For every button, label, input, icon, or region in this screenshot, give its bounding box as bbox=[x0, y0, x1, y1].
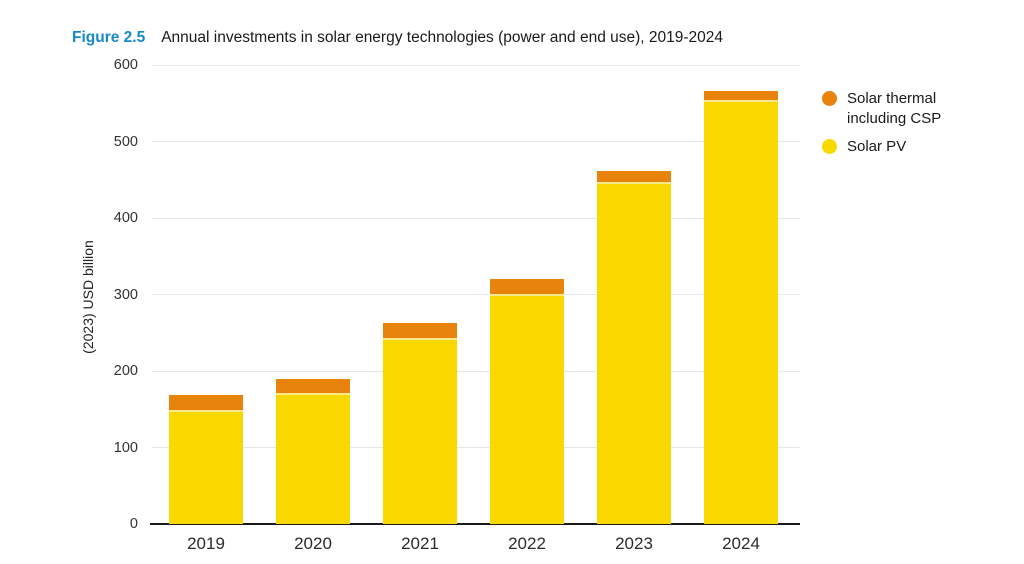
bar-2024-solar-pv bbox=[704, 101, 778, 524]
bar-2020-solar-thermal-including-csp bbox=[276, 379, 350, 396]
figure-title: Annual investments in solar energy techn… bbox=[161, 29, 724, 46]
gridline-400 bbox=[152, 217, 800, 219]
solar-pv-legend-dot-icon bbox=[822, 139, 837, 154]
figure-header: Figure 2.5 Annual investments in solar en… bbox=[72, 28, 972, 48]
legend-item-solar-pv: Solar PV bbox=[822, 137, 965, 157]
legend-label-solar-thermal: Solar thermal including CSP bbox=[847, 90, 942, 127]
y-tick-label-0: 0 bbox=[129, 516, 138, 532]
y-tick-label-400: 400 bbox=[113, 210, 138, 226]
x-tick-label-2020: 2020 bbox=[294, 534, 332, 553]
figure-number-label: Figure 2.5 bbox=[72, 29, 146, 46]
y-tick-label-600: 600 bbox=[113, 57, 138, 73]
gridline-600 bbox=[152, 64, 800, 66]
bar-2020-solar-pv bbox=[276, 395, 350, 524]
x-tick-label-2021: 2021 bbox=[401, 534, 439, 553]
y-tick-label-500: 500 bbox=[113, 133, 138, 150]
bar-2022-solar-pv bbox=[490, 296, 564, 524]
solar-thermal-legend-dot-icon bbox=[822, 91, 837, 106]
gridline-100 bbox=[152, 447, 800, 448]
x-tick-label-2023: 2023 bbox=[615, 534, 653, 553]
bar-2021-solar-pv bbox=[383, 339, 457, 524]
x-tick-label-2022: 2022 bbox=[508, 534, 546, 553]
gridline-500 bbox=[152, 141, 800, 142]
chart-legend: Solar thermal including CSP Solar PV bbox=[822, 89, 965, 166]
bar-2023-solar-thermal-including-csp bbox=[597, 171, 671, 185]
gridline-300 bbox=[152, 294, 800, 295]
y-tick-label-300: 300 bbox=[113, 286, 138, 303]
legend-item-solar-thermal: Solar thermal including CSP bbox=[822, 89, 965, 128]
gridline-200 bbox=[152, 370, 800, 372]
legend-label-solar-pv: Solar PV bbox=[847, 138, 907, 155]
x-tick-label-2019: 2019 bbox=[187, 534, 225, 553]
x-tick-label-2024: 2024 bbox=[722, 534, 760, 553]
bar-2021-solar-thermal-including-csp bbox=[383, 322, 457, 340]
bar-2024-solar-thermal-including-csp bbox=[704, 91, 778, 102]
bar-2019-solar-pv bbox=[169, 411, 243, 524]
y-tick-label-200: 200 bbox=[113, 363, 138, 379]
bar-2023-solar-pv bbox=[597, 184, 671, 524]
y-tick-label-100: 100 bbox=[113, 439, 138, 456]
bar-2022-solar-thermal-including-csp bbox=[490, 279, 564, 297]
x-axis-line bbox=[150, 523, 800, 525]
bar-2019-solar-thermal-including-csp bbox=[169, 394, 243, 412]
